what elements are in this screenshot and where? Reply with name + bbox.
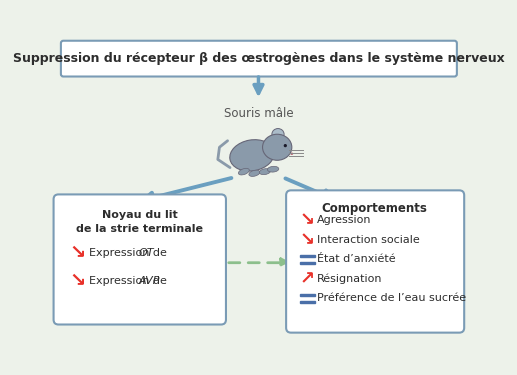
Ellipse shape: [230, 140, 274, 171]
Text: ↘: ↘: [69, 271, 85, 290]
FancyBboxPatch shape: [54, 194, 226, 324]
Ellipse shape: [260, 169, 270, 175]
Text: État d’anxiété: État d’anxiété: [317, 255, 396, 264]
Text: Noyau du lit
de la strie terminale: Noyau du lit de la strie terminale: [77, 210, 203, 234]
Ellipse shape: [238, 168, 249, 175]
Text: AVP: AVP: [139, 276, 160, 286]
Text: Suppression du récepteur β des œstrogènes dans le système nerveux: Suppression du récepteur β des œstrogène…: [12, 52, 505, 65]
FancyBboxPatch shape: [61, 41, 457, 76]
FancyArrow shape: [300, 294, 314, 296]
Ellipse shape: [263, 134, 292, 160]
FancyBboxPatch shape: [286, 190, 464, 333]
Text: Préférence de l’eau sucrée: Préférence de l’eau sucrée: [317, 294, 466, 303]
Ellipse shape: [272, 129, 284, 140]
Text: Expression de: Expression de: [89, 276, 171, 286]
FancyArrow shape: [300, 301, 314, 303]
Ellipse shape: [284, 144, 287, 147]
FancyArrow shape: [300, 262, 314, 264]
Ellipse shape: [249, 170, 260, 176]
Text: ↘: ↘: [69, 243, 85, 262]
Text: ↘: ↘: [300, 211, 315, 230]
Text: ↗: ↗: [300, 270, 315, 288]
Text: Souris mâle: Souris mâle: [224, 106, 293, 120]
Text: Comportements: Comportements: [322, 202, 428, 215]
Ellipse shape: [291, 153, 293, 155]
FancyArrow shape: [300, 255, 314, 257]
Text: Interaction sociale: Interaction sociale: [317, 235, 420, 245]
Text: Agression: Agression: [317, 215, 372, 225]
Text: Expression de: Expression de: [89, 248, 171, 258]
Text: OT: OT: [139, 248, 154, 258]
Ellipse shape: [267, 166, 279, 172]
Text: ↘: ↘: [300, 231, 315, 249]
Text: Résignation: Résignation: [317, 274, 383, 284]
